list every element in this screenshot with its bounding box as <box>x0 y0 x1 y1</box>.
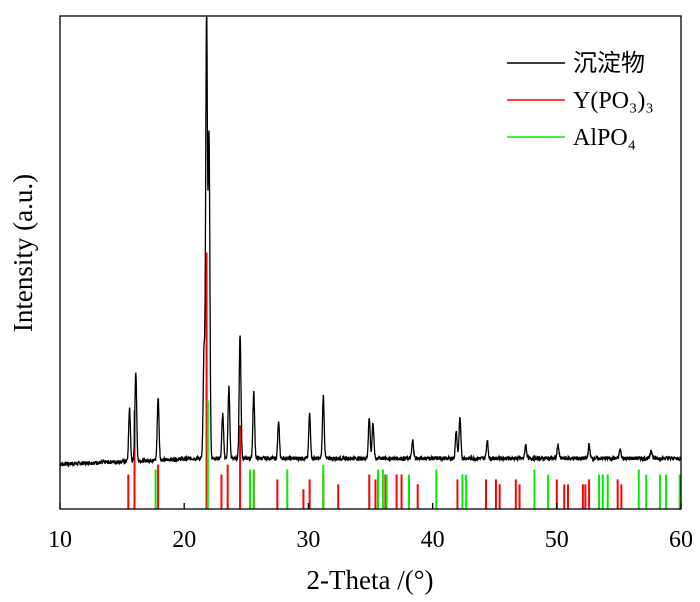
legend-label-y-po3-3: Y(PO₃)₃ <box>573 88 654 114</box>
x-tick-label: 20 <box>172 527 196 553</box>
x-axis-tick-labels: 10 20 30 40 50 60 <box>48 527 693 553</box>
x-axis-ticks <box>59 503 682 509</box>
sample-xrd-pattern-line <box>59 15 682 469</box>
x-tick-label: 10 <box>48 527 72 553</box>
legend-label-sediment: 沉淀物 <box>573 50 645 77</box>
legend: 沉淀物 Y(PO₃)₃ AlPO₄ <box>507 50 654 151</box>
plot-frame <box>59 15 682 510</box>
legend-label-alpo4: AlPO₄ <box>573 125 636 151</box>
x-tick-label: 50 <box>545 527 569 553</box>
y-axis-label: Intensity (a.u.) <box>8 174 38 332</box>
x-tick-label: 60 <box>669 527 693 553</box>
x-axis-label: 2-Theta /(°) <box>307 565 434 595</box>
alpo4-reference-sticks <box>154 400 681 509</box>
x-tick-label: 30 <box>296 527 320 553</box>
x-tick-label: 40 <box>421 527 445 553</box>
y-po3-3-reference-sticks <box>127 252 623 509</box>
